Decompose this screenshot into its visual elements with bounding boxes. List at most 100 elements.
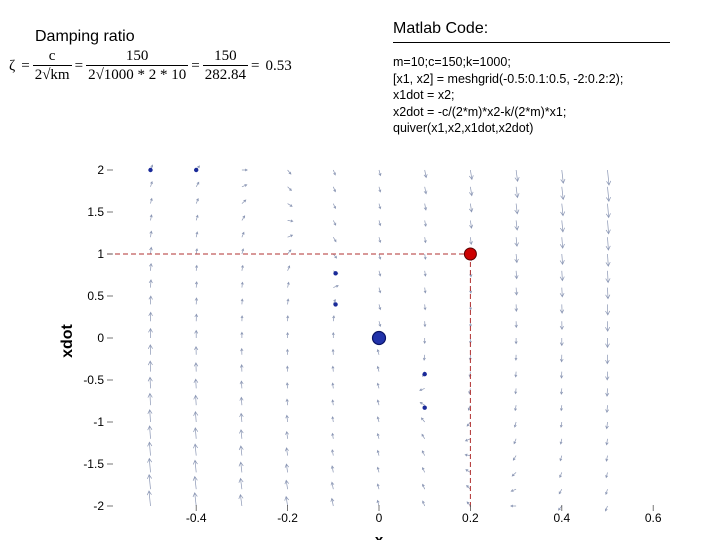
field-arrow: [376, 399, 380, 406]
field-arrow: [285, 348, 289, 355]
field-arrow: [238, 477, 244, 490]
field-arrow: [376, 382, 380, 389]
field-arrow: [560, 186, 566, 201]
field-arrow: [284, 447, 289, 456]
field-arrow: [147, 344, 153, 355]
field-arrow: [559, 438, 563, 445]
field-arrow: [469, 220, 474, 229]
field-arrow: [378, 253, 382, 260]
field-arrow: [423, 338, 427, 345]
field-arrow: [287, 186, 292, 191]
title-underline: [393, 42, 670, 43]
field-arrow: [421, 466, 426, 473]
field-arrow: [287, 169, 292, 175]
equals-sign: =: [251, 57, 260, 74]
field-arrow: [241, 168, 248, 172]
field-arrow: [605, 455, 609, 462]
field-arrow: [378, 270, 382, 277]
field-arrow: [511, 472, 517, 477]
field-arrow: [559, 388, 564, 395]
field-arrow: [605, 220, 611, 235]
field-arrow: [147, 441, 153, 456]
field-arrow: [559, 455, 563, 462]
field-arrow: [287, 203, 293, 207]
zeta-symbol: ζ: [9, 57, 16, 74]
fraction-3-numerator: 150: [202, 48, 249, 66]
matlab-code-block: m=10;c=150;k=1000; [x1, x2] = meshgrid(-…: [393, 54, 623, 137]
field-arrow: [330, 481, 335, 490]
field-arrow: [193, 362, 199, 372]
code-line: quiver(x1,x2,x1dot,x2dot): [393, 121, 534, 136]
start-point: [463, 247, 477, 261]
field-arrow: [192, 492, 198, 507]
field-arrow: [606, 186, 611, 203]
field-arrow: [241, 184, 248, 188]
field-arrow: [514, 203, 520, 215]
field-arrow: [559, 253, 565, 266]
field-arrow: [193, 443, 198, 456]
y-tick-label: 1.5: [87, 205, 104, 219]
field-arrow: [192, 475, 198, 490]
origin-point: [371, 330, 387, 346]
field-arrow: [558, 505, 563, 511]
field-arrow: [464, 453, 471, 457]
field-arrow: [378, 237, 382, 244]
formula-result: 0.53: [265, 57, 292, 74]
field-arrow: [241, 215, 246, 221]
field-arrow: [240, 315, 244, 322]
field-arrow: [194, 345, 199, 355]
field-arrow: [514, 405, 517, 412]
field-arrow: [238, 493, 244, 507]
field-arrow: [605, 203, 611, 219]
field-arrow: [605, 421, 609, 430]
field-arrow: [287, 249, 292, 255]
code-line: x2dot = -c/(2*m)*x2-k/(2*m)*x1;: [393, 104, 567, 119]
fraction-2: 150 2√1000 * 2 * 10: [86, 48, 189, 84]
field-arrow: [147, 360, 153, 372]
trajectory-point: [333, 271, 338, 276]
equals-sign: =: [191, 57, 200, 74]
field-arrow: [286, 281, 290, 288]
trajectory-point: [422, 371, 427, 377]
field-arrow: [514, 237, 519, 247]
field-arrow: [510, 504, 517, 508]
field-arrow: [466, 501, 471, 507]
field-arrow: [605, 388, 610, 397]
field-arrow: [331, 432, 335, 439]
field-arrow: [469, 169, 474, 181]
field-arrow: [605, 472, 609, 479]
field-arrow: [149, 197, 153, 204]
code-line: x1dot = x2;: [393, 88, 455, 103]
field-arrow: [240, 347, 244, 355]
fraction-2-numerator: 150: [86, 48, 189, 66]
field-arrow: [149, 246, 153, 255]
field-arrow: [147, 473, 152, 490]
field-arrow: [194, 313, 199, 322]
field-arrow: [376, 416, 380, 423]
field-arrow: [332, 237, 337, 243]
field-arrow: [514, 270, 519, 280]
code-line: [x1, x2] = meshgrid(-0.5:0.1:0.5, -2:0.2…: [393, 71, 624, 86]
field-arrow: [422, 500, 426, 507]
field-arrow: [423, 287, 427, 294]
x-tick-label: -0.4: [186, 511, 207, 525]
field-arrow: [376, 432, 380, 439]
field-arrow: [147, 457, 153, 473]
field-arrow: [147, 376, 153, 389]
field-arrow: [559, 237, 565, 249]
field-arrow: [330, 497, 335, 507]
field-arrow: [423, 169, 428, 179]
field-arrow: [148, 327, 153, 338]
field-arrow: [605, 304, 611, 316]
vector-field: [146, 164, 612, 512]
field-arrow: [238, 461, 244, 473]
field-arrow: [560, 203, 566, 217]
field-arrow: [148, 311, 153, 322]
field-arrow: [195, 198, 199, 204]
field-arrow: [331, 331, 335, 338]
field-arrow: [605, 354, 610, 365]
field-arrow: [469, 203, 474, 213]
y-axis: 2 1.5 1 0.5 0 -0.5 -1 -1.5 -2: [83, 163, 113, 513]
trajectory-point: [422, 405, 427, 410]
